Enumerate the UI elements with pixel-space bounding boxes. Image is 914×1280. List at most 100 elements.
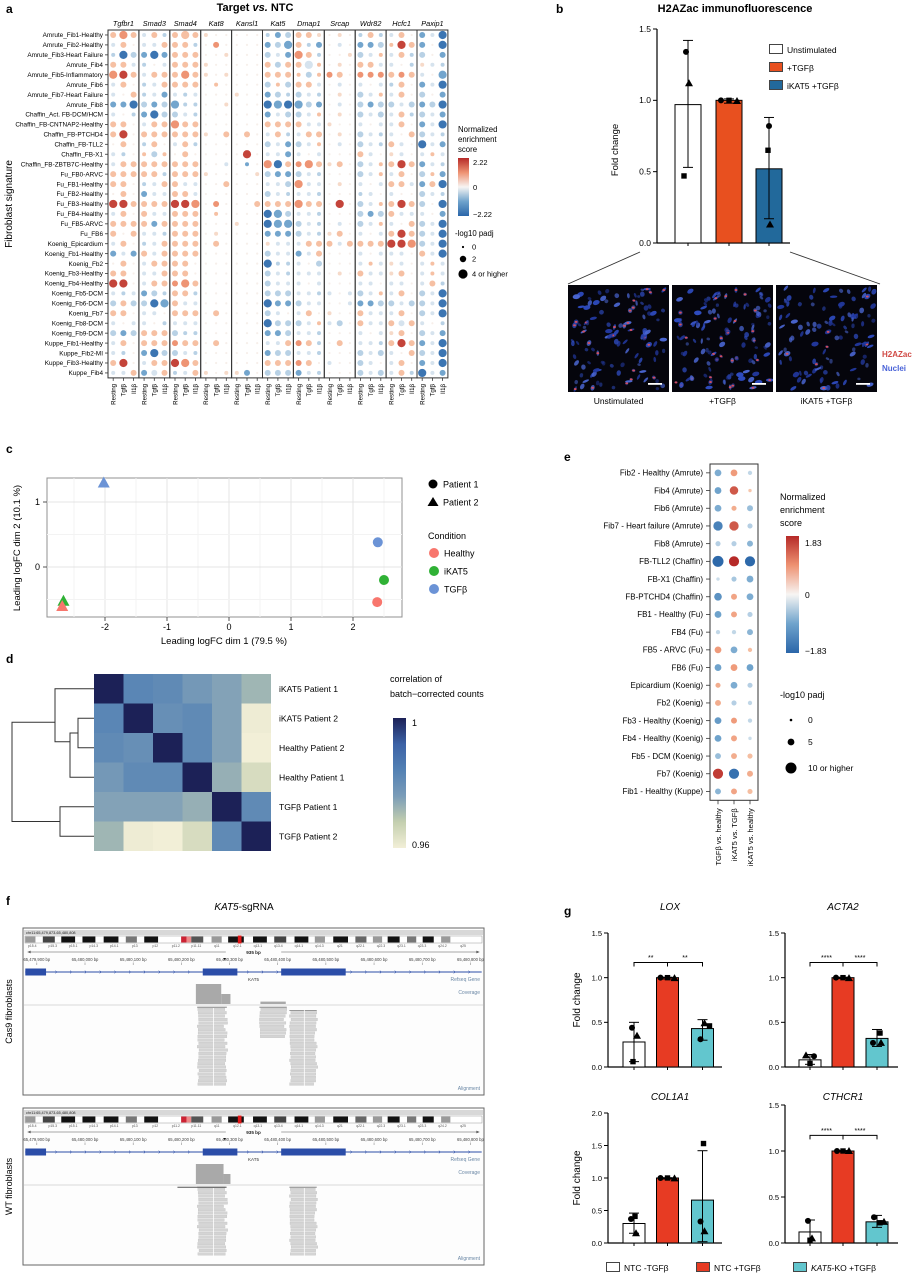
nes-dot (225, 242, 228, 245)
nes-dot (410, 312, 413, 315)
svg-text:0.5: 0.5 (769, 1193, 779, 1202)
nes-dot (131, 112, 136, 117)
nes-dot (235, 133, 238, 136)
mds-point (97, 476, 110, 488)
nes-dot (285, 161, 292, 168)
nes-dot (263, 209, 272, 218)
nes-dot (337, 271, 342, 276)
nes-dot (348, 43, 351, 47)
svg-text:p14.3: p14.3 (90, 944, 99, 948)
nes-dot (438, 40, 447, 50)
nes-dot (120, 220, 127, 227)
svg-text:p15.1: p15.1 (69, 1124, 78, 1128)
nes-dot (430, 351, 435, 356)
legend-label: Unstimulated (787, 45, 837, 55)
nes-dot (274, 31, 281, 38)
nes-dot (431, 202, 434, 206)
nes-dot (747, 629, 753, 636)
nes-dot (389, 291, 394, 296)
nes-dot (328, 272, 331, 275)
nes-dot (286, 241, 291, 246)
nes-dot (389, 112, 394, 117)
nes-dot (407, 239, 416, 248)
nes-dot (204, 351, 207, 355)
nes-dot (357, 290, 364, 297)
nes-dot (368, 261, 373, 266)
nes-dot (120, 191, 127, 198)
svg-text:chr11:65,479,873-65,480,808: chr11:65,479,873-65,480,808 (26, 931, 76, 935)
nes-dot (338, 262, 341, 265)
nes-dot (419, 81, 426, 88)
nes-dot (192, 131, 199, 138)
nes-dot (215, 351, 218, 355)
nes-dot (367, 61, 374, 68)
svg-text:Smad4: Smad4 (174, 19, 197, 28)
nes-dot (141, 330, 148, 337)
nes-dot (256, 262, 259, 265)
svg-text:65,480,100 bp: 65,480,100 bp (120, 957, 147, 962)
nes-dot (306, 271, 311, 276)
nes-dot (348, 212, 351, 215)
svg-text:65,480,800 bp: 65,480,800 bp (457, 957, 484, 962)
svg-text:1.0: 1.0 (592, 973, 602, 982)
svg-text:q14.1: q14.1 (295, 944, 304, 948)
nes-dot (235, 202, 238, 206)
nes-dot (132, 143, 135, 146)
nes-dot (181, 199, 190, 209)
nes-dot (438, 358, 447, 368)
nes-dot (285, 71, 292, 78)
nes-dot (120, 81, 127, 88)
nes-dot (256, 53, 259, 56)
nes-dot (306, 331, 311, 336)
svg-text:Tgfβ: Tgfβ (306, 383, 313, 396)
nes-dot (316, 260, 322, 267)
svg-text:Fb3 - Healthy (Koenig): Fb3 - Healthy (Koenig) (623, 716, 704, 725)
nes-dot (121, 351, 126, 356)
svg-text:Il1β: Il1β (162, 383, 169, 394)
dotplot-e: Fib2 - Healthy (Amrute)Fib4 (Amrute)Fib6… (603, 463, 759, 866)
nes-dot (204, 53, 207, 56)
nes-dot (173, 321, 177, 326)
nes-dot (215, 93, 218, 96)
nes-dot (317, 291, 321, 296)
nes-dot (348, 33, 351, 37)
nes-dot (438, 219, 447, 228)
nes-dot (389, 42, 394, 47)
nes-dot (398, 31, 405, 38)
legend-swatch (606, 1262, 620, 1272)
nes-dot (172, 161, 178, 168)
nes-dot (130, 300, 137, 307)
nes-dot (378, 221, 383, 226)
svg-text:Chaffin_FB-CNTNAP2-Healthy: Chaffin_FB-CNTNAP2-Healthy (15, 122, 103, 129)
nes-dot (245, 192, 249, 196)
nes-dot (399, 142, 404, 147)
svg-text:FB-X1 (Chaffin): FB-X1 (Chaffin) (648, 575, 704, 584)
nes-dot (275, 182, 280, 187)
nes-dot (194, 153, 197, 156)
nes-dot (730, 664, 738, 671)
nes-dot (265, 132, 270, 137)
nes-dot (368, 192, 373, 197)
heatmap-cell (212, 821, 242, 851)
nes-dot (369, 252, 372, 255)
legend-label: NTC -TGFβ (624, 1263, 669, 1273)
nes-dot (317, 301, 321, 306)
nes-dot (235, 83, 238, 86)
nes-dot (357, 270, 364, 277)
svg-text:Koenig_Fb5-DCM: Koenig_Fb5-DCM (52, 291, 103, 298)
nes-dot (295, 91, 302, 98)
nes-dot (264, 350, 271, 357)
svg-text:q13.4: q13.4 (274, 1124, 283, 1128)
nes-dot (234, 221, 239, 226)
nes-dot (400, 192, 403, 196)
nes-dot (430, 82, 435, 87)
svg-text:Resting: Resting (358, 383, 365, 405)
nes-dot (112, 262, 115, 265)
svg-text:Chaffin_FB-ZBTB7C-Healthy: Chaffin_FB-ZBTB7C-Healthy (21, 161, 104, 168)
nes-dot (367, 210, 374, 217)
nes-dot (215, 133, 218, 136)
nes-dot (368, 281, 373, 286)
